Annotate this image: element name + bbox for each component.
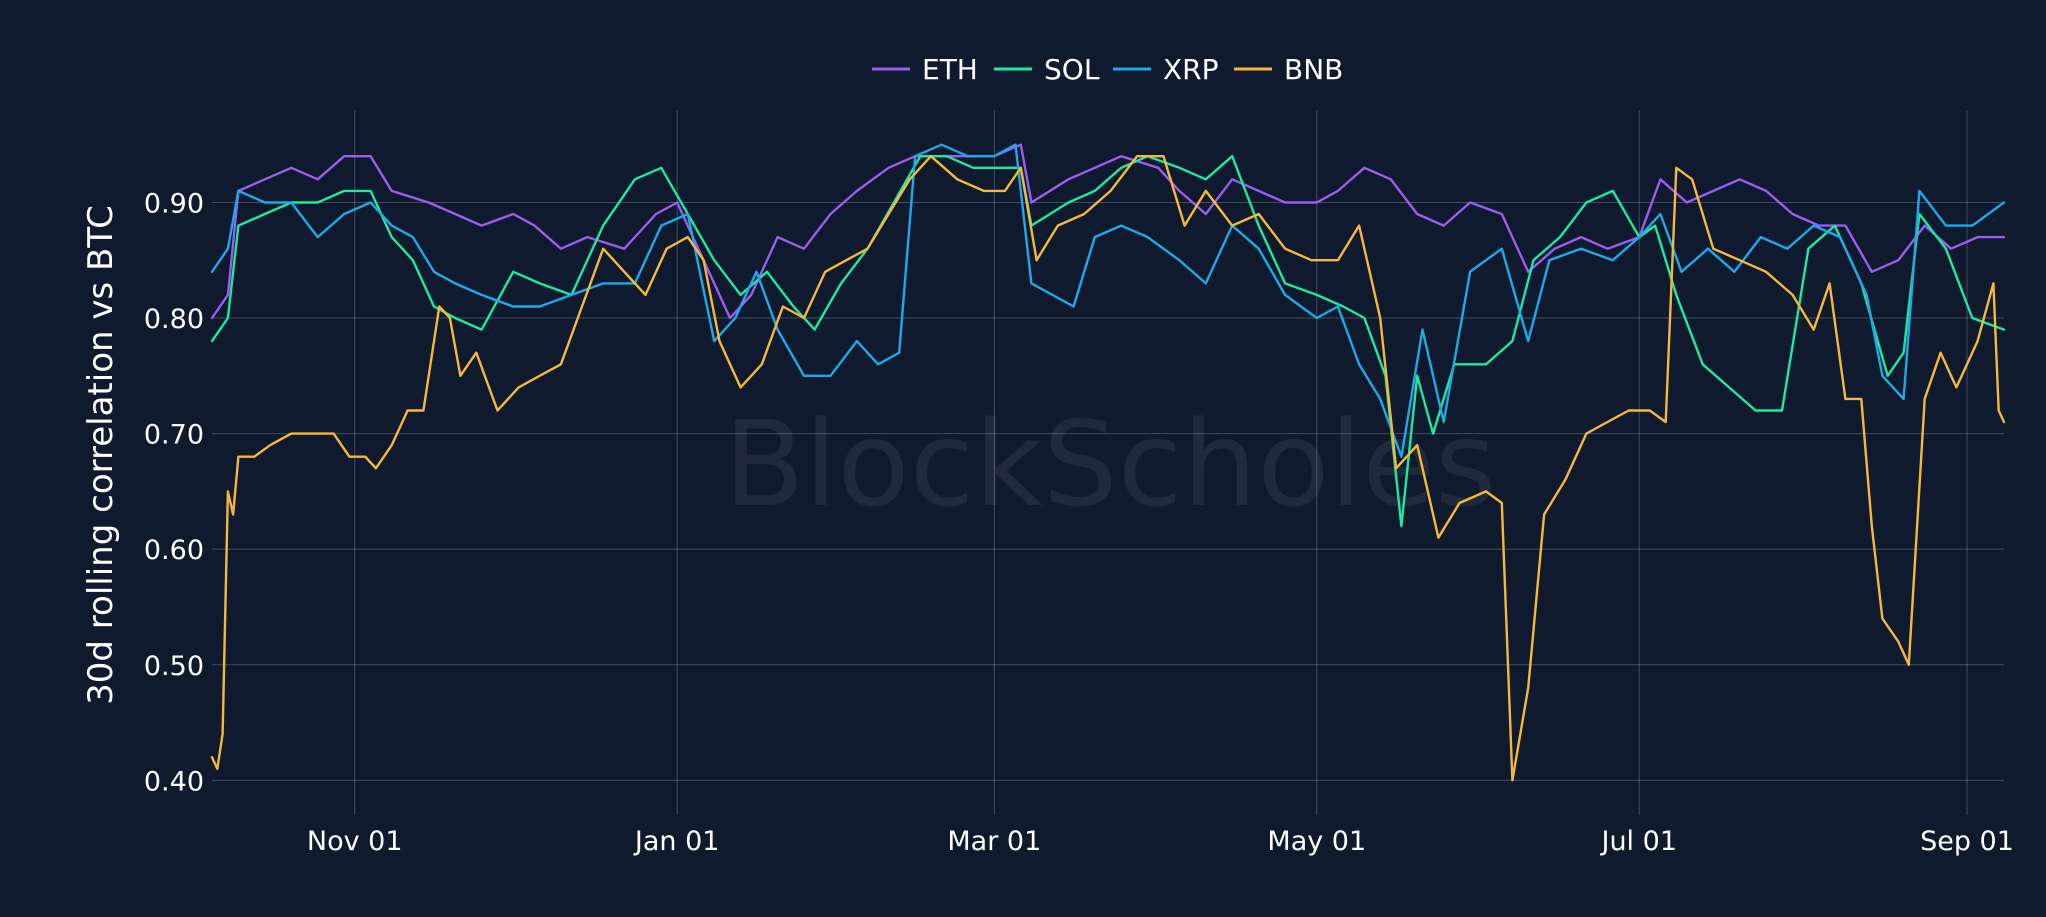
x-tick-label: May 01 [1267, 826, 1366, 857]
y-axis-ticks: 0.40 0.50 0.60 0.70 0.80 0.90 [144, 188, 204, 797]
series-line-sol [210, 155, 2006, 528]
y-tick-label: 0.80 [144, 304, 204, 335]
watermark: BlockScholes [724, 395, 1497, 533]
series-line-xrp [210, 143, 2006, 458]
legend-label-eth: ETH [922, 53, 978, 86]
y-tick-label: 0.70 [144, 420, 204, 451]
series-layer [210, 143, 2006, 782]
x-tick-label: Mar 01 [947, 826, 1041, 857]
x-tick-label: Nov 01 [307, 826, 403, 857]
series-line-bnb [210, 155, 2006, 782]
y-tick-label: 0.60 [144, 535, 204, 566]
x-tick-label: Sep 01 [1920, 826, 2014, 857]
legend: ETH SOL XRP BNB [872, 53, 1343, 86]
y-tick-label: 0.40 [144, 766, 204, 797]
y-axis-label: 30d rolling correlation vs BTC [81, 205, 121, 705]
x-tick-label: Jan 01 [633, 826, 720, 857]
series-line-eth [210, 143, 2006, 320]
x-tick-label: Jul 01 [1599, 826, 1677, 857]
legend-label-xrp: XRP [1163, 53, 1219, 86]
grid [212, 110, 2004, 815]
legend-label-bnb: BNB [1284, 53, 1343, 86]
x-axis-ticks: Nov 01 Jan 01 Mar 01 May 01 Jul 01 Sep 01 [307, 826, 2014, 857]
y-tick-label: 0.50 [144, 651, 204, 682]
legend-label-sol: SOL [1044, 53, 1100, 86]
y-tick-label: 0.90 [144, 188, 204, 219]
